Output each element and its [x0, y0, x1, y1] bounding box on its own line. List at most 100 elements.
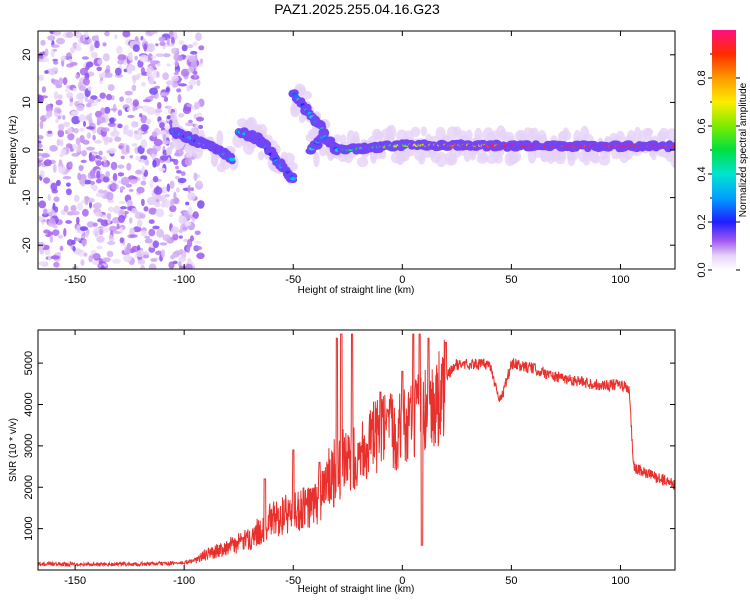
- spectrogram-noise-blob: [38, 157, 45, 161]
- spectrogram-noise-blob: [142, 254, 150, 259]
- spectrogram-noise-blob: [120, 206, 127, 210]
- spectrogram-noise-blob: [106, 93, 112, 101]
- spectrogram-noise-blob: [140, 158, 145, 162]
- spectrogram-noise-blob: [78, 85, 87, 92]
- snr-ticks: -150 -100 -50 0 50 100 1000 2000 3000 4000 5000: [23, 330, 675, 587]
- spectrogram-noise-blob: [112, 172, 118, 182]
- spectrogram-noise-blob: [112, 258, 121, 264]
- spectrogram-noise-blob: [143, 43, 148, 52]
- spectrogram-noise-blob: [142, 99, 152, 103]
- spectrogram-noise-blob: [38, 241, 44, 251]
- spectrogram-noise-blob: [102, 156, 107, 163]
- spectrogram-noise-blob: [69, 101, 74, 107]
- spectrogram-noise-blob: [140, 180, 147, 186]
- spectrogram-noise-blob: [171, 83, 178, 88]
- spectrogram-noise-blob: [38, 58, 44, 62]
- spectrogram-noise-blob: [196, 79, 201, 87]
- spectrogram-noise-blob: [96, 245, 103, 250]
- spectrogram-noise-blob: [148, 228, 156, 237]
- spectrogram-noise-blob: [188, 55, 196, 63]
- spectrogram-noise-blob: [82, 139, 90, 145]
- spectrogram-noise-blob: [132, 75, 137, 84]
- spectrogram-noise-blob: [176, 170, 182, 174]
- spectrogram-noise-blob: [171, 75, 180, 82]
- spectrogram-noise-blob: [49, 217, 56, 224]
- spectrogram-noise-blob: [55, 83, 63, 89]
- spectrogram-noise-blob: [96, 170, 101, 179]
- spectrogram-noise-blob: [168, 43, 175, 47]
- spectrogram-noise-blob: [154, 109, 163, 113]
- spectrogram-noise-blob: [38, 200, 47, 209]
- spectrogram-noise-blob: [66, 182, 71, 187]
- spectrogram-noise-blob: [187, 206, 193, 215]
- spectrogram-noise-blob: [185, 122, 194, 127]
- spectrogram-halo: [670, 152, 675, 168]
- spectrogram-noise-blob: [195, 180, 203, 186]
- spectrogram-noise-blob: [136, 105, 144, 109]
- spectrogram-noise-blob: [94, 211, 103, 217]
- spectrogram-noise-blob: [63, 205, 69, 213]
- spectrogram-noise-blob: [94, 139, 102, 144]
- spectrogram-noise-blob: [166, 147, 172, 156]
- spectrogram-noise-blob: [86, 126, 95, 130]
- spectrogram-noise-blob: [188, 119, 193, 124]
- spectrogram-noise-blob: [173, 31, 178, 41]
- snr-y-tick-label: 4000: [23, 392, 35, 416]
- spectrogram-noise-blob: [145, 118, 152, 125]
- spectrogram-noise-blob: [88, 255, 93, 263]
- spectrogram-noise-blob: [41, 86, 47, 93]
- spectrogram-noise-blob: [94, 40, 100, 49]
- spectrogram-noise-blob: [187, 238, 193, 248]
- spectrogram-halo: [221, 160, 231, 170]
- spectrogram-noise-blob: [55, 118, 59, 124]
- spectrogram-noise-blob: [75, 92, 85, 101]
- spectrogram-noise-blob: [194, 54, 198, 62]
- spectrogram-noise-blob: [103, 161, 108, 168]
- spectrogram-noise-blob: [43, 208, 48, 215]
- spectrogram-noise-blob: [60, 139, 64, 147]
- spectrogram-noise-blob: [50, 255, 60, 260]
- spectrogram-noise-blob: [151, 152, 156, 161]
- spectrogram-noise-blob: [95, 110, 102, 118]
- spectrogram-noise-blob: [180, 68, 190, 77]
- spectrogram-noise-blob: [127, 51, 133, 61]
- spectrogram-noise-blob: [173, 191, 177, 201]
- spectrogram-noise-blob: [149, 60, 159, 65]
- spectrogram-noise-blob: [78, 164, 84, 172]
- spectrogram-noise-blob: [107, 218, 111, 225]
- spectrogram-noise-blob: [129, 155, 134, 159]
- snr-x-tick-label: 50: [505, 575, 517, 587]
- spectrogram-noise-blob: [193, 245, 203, 251]
- spectrogram-noise-blob: [65, 220, 72, 224]
- spectrogram-noise-blob: [162, 72, 170, 81]
- spectrogram-noise-blob: [81, 150, 87, 157]
- spectrogram-halo: [590, 153, 601, 164]
- spectrogram-noise-blob: [187, 192, 196, 201]
- spectrogram-noise-blob: [140, 230, 148, 237]
- spectrogram-noise-blob: [180, 171, 186, 177]
- spectrogram-noise-blob: [125, 144, 130, 153]
- spectrogram-noise-blob: [122, 31, 131, 38]
- spectrogram-noise-blob: [71, 115, 81, 125]
- spectrogram-noise-blob: [62, 77, 68, 86]
- spectrogram-noise-blob: [53, 261, 60, 268]
- spectrogram-noise-blob: [178, 235, 183, 239]
- spectrogram-x-tick-label: -100: [173, 274, 195, 286]
- spectrogram-noise-blob: [169, 180, 175, 189]
- spectrogram-noise-blob: [113, 230, 121, 235]
- spectrogram-noise-blob: [165, 80, 174, 86]
- spectrogram-noise-blob: [51, 44, 60, 48]
- spectrogram-noise-blob: [38, 216, 44, 222]
- spectrogram-x-tick-label: 100: [611, 274, 629, 286]
- spectrogram-noise-blob: [96, 116, 106, 124]
- spectrogram-noise-blob: [51, 67, 59, 72]
- spectrogram-noise-blob: [69, 47, 75, 54]
- spectrogram-noise-blob: [185, 201, 190, 206]
- spectrogram-noise-blob: [75, 73, 79, 80]
- spectrogram-noise-blob: [144, 238, 153, 244]
- snr-y-tick-label: 1000: [23, 516, 35, 540]
- spectrogram-noise-blob: [152, 175, 159, 183]
- spectrogram-noise-blob: [186, 103, 193, 108]
- snr-y-tick-label: 2000: [23, 475, 35, 499]
- spectrogram-noise-blob: [177, 94, 182, 103]
